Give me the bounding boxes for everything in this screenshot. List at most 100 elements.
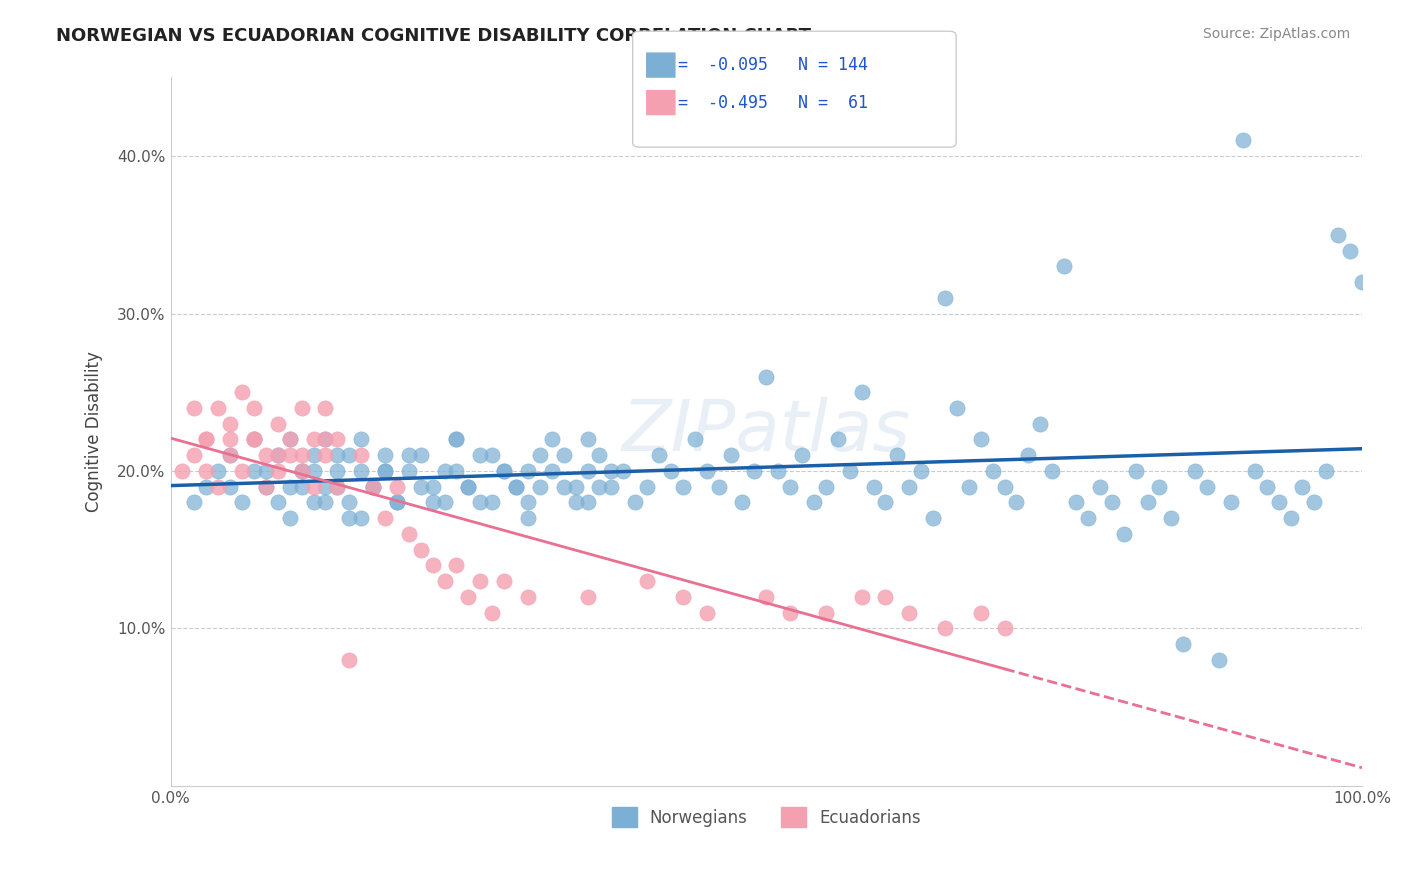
Ecuadorians [446,558,468,573]
Norwegians [1053,260,1076,274]
Norwegians [291,464,314,478]
Ecuadorians [422,558,444,573]
Norwegians [243,433,266,447]
Ecuadorians [278,433,301,447]
Norwegians [720,448,742,462]
Norwegians [457,480,479,494]
Ecuadorians [207,480,229,494]
Norwegians [529,448,551,462]
Norwegians [588,480,610,494]
Norwegians [540,433,562,447]
Norwegians [446,433,468,447]
Norwegians [957,480,980,494]
Norwegians [505,480,527,494]
Norwegians [553,480,575,494]
Norwegians [1291,480,1313,494]
Norwegians [1243,464,1265,478]
Norwegians [576,433,599,447]
Norwegians [875,495,897,509]
Ecuadorians [326,433,349,447]
Ecuadorians [267,464,290,478]
Ecuadorians [398,527,420,541]
Norwegians [219,480,242,494]
Norwegians [779,480,801,494]
Norwegians [446,464,468,478]
Norwegians [672,480,695,494]
Norwegians [1136,495,1159,509]
Ecuadorians [993,621,1015,635]
Norwegians [302,448,325,462]
Ecuadorians [219,433,242,447]
Norwegians [1279,511,1302,525]
Norwegians [576,464,599,478]
Ecuadorians [696,606,718,620]
Ecuadorians [231,464,253,478]
Ecuadorians [219,448,242,462]
Norwegians [517,464,540,478]
Norwegians [1219,495,1241,509]
Norwegians [838,464,860,478]
Norwegians [446,433,468,447]
Norwegians [267,495,290,509]
Norwegians [790,448,813,462]
Norwegians [291,464,314,478]
Norwegians [636,480,658,494]
Ecuadorians [326,480,349,494]
Ecuadorians [636,574,658,589]
Ecuadorians [195,433,218,447]
Ecuadorians [470,574,492,589]
Norwegians [433,464,456,478]
Norwegians [1184,464,1206,478]
Norwegians [326,464,349,478]
Ecuadorians [898,606,921,620]
Norwegians [1327,227,1350,242]
Ecuadorians [374,511,396,525]
Ecuadorians [243,433,266,447]
Ecuadorians [291,448,314,462]
Norwegians [481,495,503,509]
Ecuadorians [291,401,314,415]
Norwegians [1040,464,1063,478]
Norwegians [922,511,945,525]
Ecuadorians [314,433,336,447]
Ecuadorians [231,385,253,400]
Norwegians [1077,511,1099,525]
Ecuadorians [517,590,540,604]
Norwegians [505,480,527,494]
Ecuadorians [361,480,384,494]
Norwegians [1232,133,1254,147]
Norwegians [374,464,396,478]
Ecuadorians [243,433,266,447]
Ecuadorians [267,417,290,431]
Norwegians [1303,495,1326,509]
Norwegians [553,448,575,462]
Text: Source: ZipAtlas.com: Source: ZipAtlas.com [1202,27,1350,41]
Norwegians [1088,480,1111,494]
Ecuadorians [970,606,993,620]
Ecuadorians [457,590,479,604]
Text: R =  -0.495   N =  61: R = -0.495 N = 61 [658,94,868,112]
Norwegians [1029,417,1052,431]
Norwegians [993,480,1015,494]
Norwegians [326,480,349,494]
Ecuadorians [779,606,801,620]
Norwegians [946,401,969,415]
Norwegians [683,433,706,447]
Norwegians [696,464,718,478]
Ecuadorians [207,401,229,415]
Ecuadorians [195,433,218,447]
Ecuadorians [243,401,266,415]
Ecuadorians [302,433,325,447]
Ecuadorians [433,574,456,589]
Ecuadorians [814,606,837,620]
Ecuadorians [672,590,695,604]
Norwegians [254,464,277,478]
Norwegians [207,464,229,478]
Norwegians [1208,653,1230,667]
Ecuadorians [254,480,277,494]
Norwegians [314,480,336,494]
Norwegians [648,448,671,462]
Norwegians [576,495,599,509]
Norwegians [886,448,908,462]
Ecuadorians [172,464,194,478]
